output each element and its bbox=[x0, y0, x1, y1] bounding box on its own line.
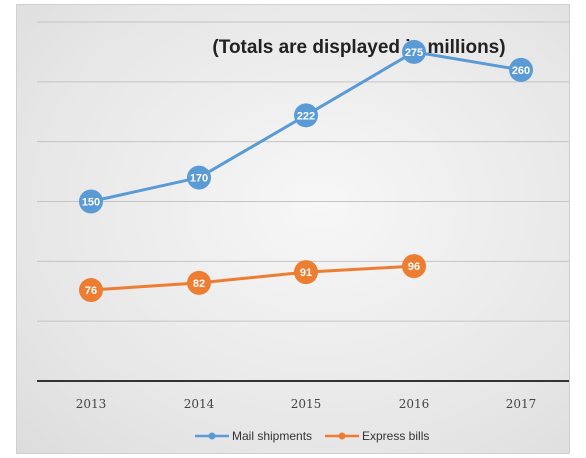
data-label: 222 bbox=[297, 110, 315, 122]
x-tick-label: 2017 bbox=[506, 397, 537, 411]
data-label: 91 bbox=[300, 267, 312, 279]
data-label: 170 bbox=[190, 173, 208, 185]
data-label: 96 bbox=[408, 261, 420, 273]
series-layer: 150 170 222 275 260 76 82 91 96 bbox=[79, 39, 533, 303]
x-tick-label: 2015 bbox=[291, 397, 322, 411]
legend-marker bbox=[208, 432, 216, 440]
data-label: 76 bbox=[85, 285, 97, 297]
legend-marker bbox=[338, 432, 346, 440]
x-axis-tick-labels: 2013 2014 2015 2016 2017 bbox=[76, 397, 537, 411]
legend-label: Express bills bbox=[362, 429, 429, 443]
series-0: 150 170 222 275 260 bbox=[79, 39, 533, 214]
legend-label: Mail shipments bbox=[232, 429, 312, 443]
x-tick-label: 2014 bbox=[184, 397, 215, 411]
chart-area bbox=[16, 4, 570, 454]
gridlines bbox=[37, 21, 569, 322]
data-label: 82 bbox=[193, 278, 205, 290]
series-1: 76 82 91 96 bbox=[79, 254, 426, 303]
data-point bbox=[294, 260, 318, 285]
data-point bbox=[402, 39, 426, 64]
series-line bbox=[90, 264, 415, 292]
data-point bbox=[79, 278, 103, 303]
data-point bbox=[79, 189, 103, 214]
x-tick-label: 2013 bbox=[76, 397, 107, 411]
data-label: 275 bbox=[405, 47, 423, 59]
data-label: 260 bbox=[512, 65, 530, 77]
legend: Mail shipments Express bills bbox=[195, 429, 429, 443]
data-label: 150 bbox=[82, 197, 100, 209]
data-point bbox=[187, 165, 211, 190]
data-point bbox=[509, 57, 533, 82]
data-point bbox=[294, 103, 318, 128]
data-point bbox=[402, 254, 426, 279]
chart-title: (Totals are displayed in millions) bbox=[212, 37, 505, 58]
data-point bbox=[187, 270, 211, 295]
x-tick-label: 2016 bbox=[399, 397, 430, 411]
